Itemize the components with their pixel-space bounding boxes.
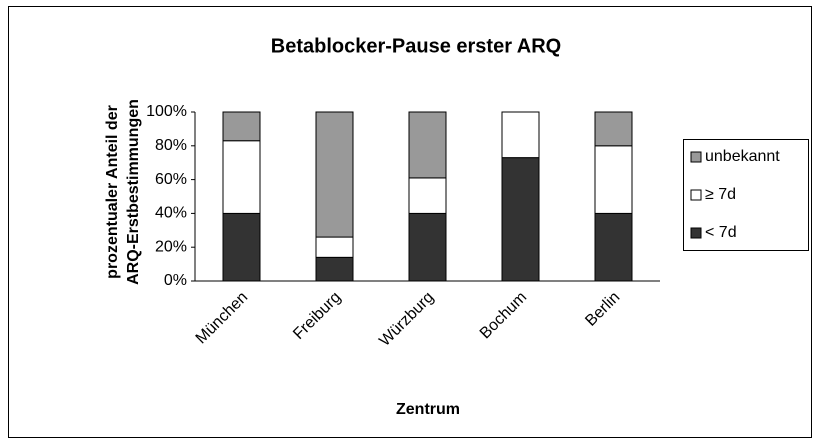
y-tick-label: 40% [155,205,187,222]
x-axis-title: Zentrum [396,401,460,418]
y-axis-title: ARQ-Erstbestimmungen [125,99,142,285]
bar-segment [222,111,261,142]
bar-segment [315,256,354,282]
bar-segment [501,111,540,159]
legend-swatch [690,189,702,201]
y-tick-label: 60% [155,171,187,188]
bar-segment [501,157,540,282]
y-tick-label: 0% [164,272,187,289]
bar-segment [408,111,447,179]
y-tick-label: 20% [155,238,187,255]
bar-segment [315,236,354,258]
bar-segment [594,145,633,214]
bar-segment [594,111,633,147]
legend-label: < 7d [705,224,737,241]
bar-segment [222,212,261,282]
bar-segment [222,140,261,214]
y-axis-title: prozentualer Anteil der [104,105,121,279]
bar-segment [408,177,447,214]
legend-box [683,139,809,251]
bar-segment [315,111,354,238]
legend-label: ≥ 7d [705,186,736,203]
chart-title: Betablocker-Pause erster ARQ [271,35,562,57]
legend-swatch [690,227,702,239]
bar-segment [408,212,447,282]
legend-swatch [690,151,702,163]
y-tick-label: 80% [155,137,187,154]
bar-segment [594,212,633,282]
y-tick-label: 100% [146,103,187,120]
legend-label: unbekannt [705,148,780,165]
